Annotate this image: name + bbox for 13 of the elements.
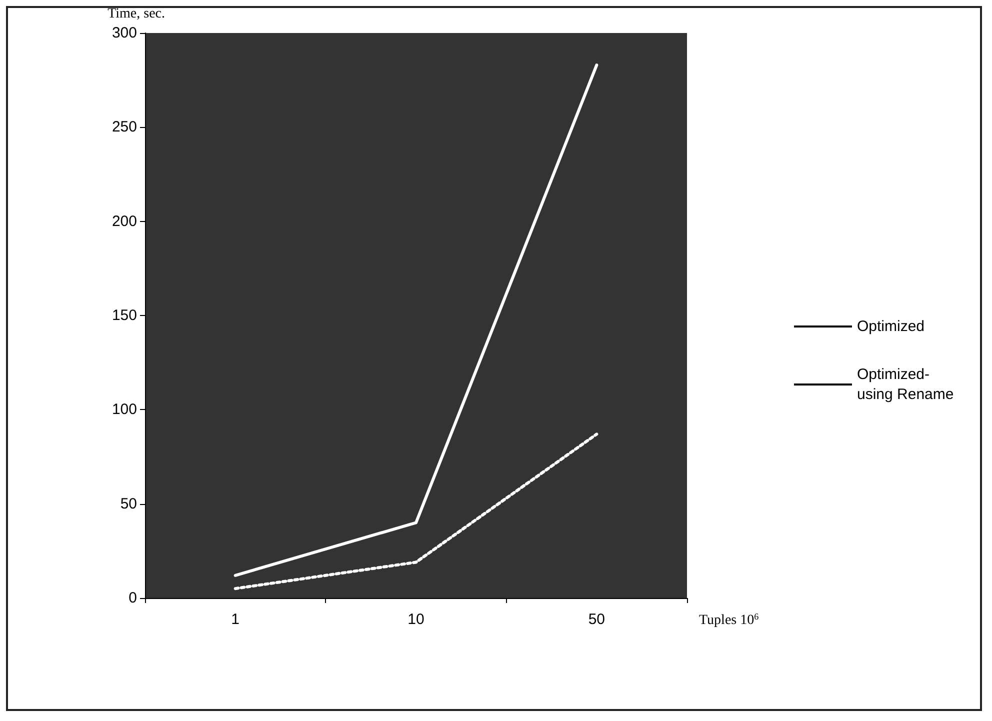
y-axis-title: Time, sec. [108,6,165,22]
y-tick-label: 50 [120,495,137,512]
y-tick-label: 200 [112,212,137,230]
x-tick-label: 10 [408,611,424,628]
y-tick-label: 0 [128,590,137,606]
text: Optimized- using Rename [857,366,954,403]
y-tick-label: 250 [112,118,137,136]
x-tick-label: 50 [588,611,606,628]
x-tick-label: 1 [231,611,240,628]
text: Optimized [857,318,925,335]
y-tick-label: 100 [112,401,137,418]
y-tick-label: 150 [112,307,137,324]
y-tick-label: 300 [112,24,137,42]
